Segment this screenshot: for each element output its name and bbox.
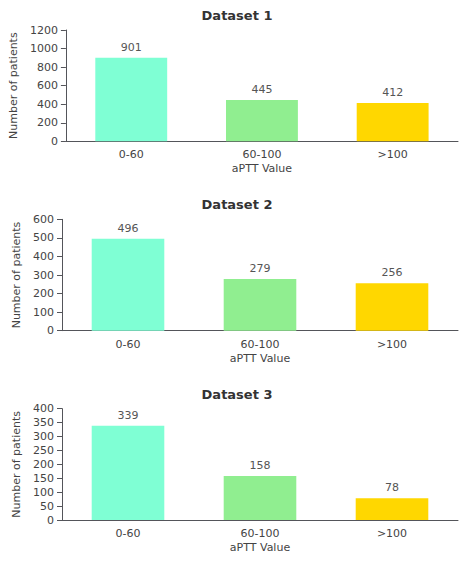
svg-text:279: 279 [250, 262, 271, 275]
svg-text:Number of patients: Number of patients [7, 32, 20, 139]
svg-text:600: 600 [37, 79, 58, 92]
svg-text:200: 200 [33, 287, 54, 300]
svg-text:445: 445 [251, 83, 272, 96]
svg-text:100: 100 [33, 486, 54, 499]
svg-text:496: 496 [118, 222, 139, 235]
svg-text:60-100: 60-100 [241, 527, 280, 540]
svg-text:412: 412 [382, 86, 403, 99]
svg-text:300: 300 [33, 430, 54, 443]
svg-text:150: 150 [33, 472, 54, 485]
svg-text:250: 250 [33, 444, 54, 457]
svg-text:1200: 1200 [30, 24, 58, 37]
svg-text:0: 0 [51, 135, 58, 148]
svg-text:Number of patients: Number of patients [10, 411, 23, 518]
svg-text:>100: >100 [377, 527, 407, 540]
svg-text:60-100: 60-100 [241, 338, 280, 351]
svg-text:901: 901 [121, 41, 142, 54]
svg-text:>100: >100 [377, 338, 407, 351]
svg-text:0-60: 0-60 [119, 148, 144, 161]
svg-text:0: 0 [47, 324, 54, 337]
svg-text:Dataset 2: Dataset 2 [202, 197, 273, 212]
svg-text:339: 339 [118, 409, 139, 422]
svg-text:100: 100 [33, 306, 54, 319]
svg-text:78: 78 [385, 481, 399, 494]
svg-text:0-60: 0-60 [116, 338, 141, 351]
svg-text:200: 200 [33, 458, 54, 471]
svg-text:0-60: 0-60 [116, 527, 141, 540]
svg-text:Dataset 3: Dataset 3 [202, 387, 273, 402]
svg-text:400: 400 [37, 98, 58, 111]
svg-text:aPTT Value: aPTT Value [232, 162, 293, 175]
svg-text:400: 400 [33, 250, 54, 263]
svg-text:350: 350 [33, 416, 54, 429]
svg-text:0: 0 [47, 514, 54, 527]
svg-text:256: 256 [382, 266, 403, 279]
svg-text:158: 158 [250, 459, 271, 472]
svg-text:Number of patients: Number of patients [10, 221, 23, 328]
svg-text:50: 50 [40, 500, 54, 513]
svg-text:60-100: 60-100 [242, 148, 281, 161]
svg-text:200: 200 [37, 116, 58, 129]
svg-text:500: 500 [33, 231, 54, 244]
svg-text:Dataset 1: Dataset 1 [202, 8, 273, 23]
svg-text:aPTT Value: aPTT Value [230, 352, 291, 365]
svg-text:800: 800 [37, 61, 58, 74]
svg-text:1000: 1000 [30, 42, 58, 55]
svg-text:300: 300 [33, 269, 54, 282]
svg-text:600: 600 [33, 213, 54, 226]
svg-text:>100: >100 [378, 148, 408, 161]
svg-text:400: 400 [33, 402, 54, 415]
svg-text:aPTT Value: aPTT Value [230, 541, 291, 554]
